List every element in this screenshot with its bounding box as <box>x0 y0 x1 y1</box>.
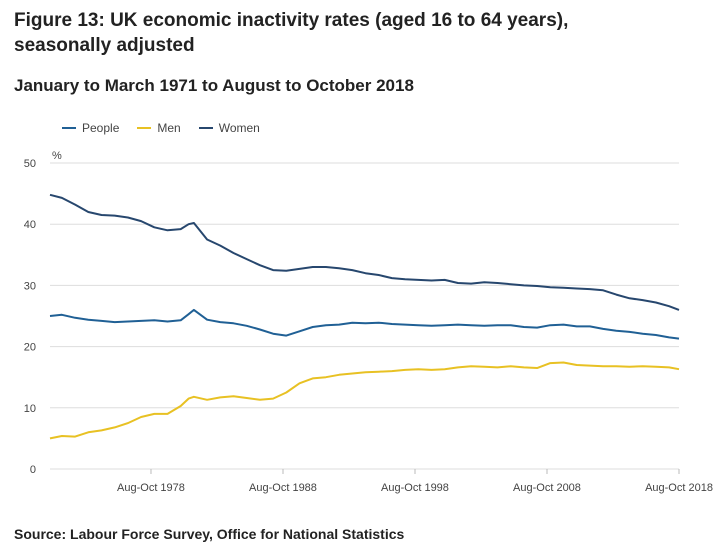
x-tick-label: Aug-Oct 1998 <box>381 482 449 494</box>
series-line-people[interactable] <box>49 308 680 340</box>
legend-label-people: People <box>82 121 120 135</box>
chart-subtitle: January to March 1971 to August to Octob… <box>14 76 414 95</box>
legend-item-women[interactable]: Women <box>198 121 260 135</box>
y-axis-unit-label: % <box>52 150 62 162</box>
series-lines <box>49 193 680 440</box>
chart-title: Figure 13: UK economic inactivity rates … <box>14 10 569 56</box>
x-tick-label: Aug-Oct 1978 <box>117 482 185 494</box>
y-tick-label: 30 <box>24 280 36 292</box>
gridlines <box>50 162 679 470</box>
legend-item-men[interactable]: Men <box>137 121 181 135</box>
y-tick-label: 40 <box>24 219 36 231</box>
source-note: Source: Labour Force Survey, Office for … <box>14 526 405 542</box>
series-line-men[interactable] <box>49 361 680 440</box>
legend-swatch-men <box>137 127 152 129</box>
legend-label-women: Women <box>218 121 260 135</box>
y-tick-label: 10 <box>24 403 36 415</box>
x-tick-label: Aug-Oct 2008 <box>513 482 581 494</box>
y-tick-label: 50 <box>24 158 36 170</box>
y-axis: 0 10 20 30 40 50 <box>24 158 36 476</box>
legend-swatch-women <box>198 127 213 129</box>
x-tick-label: Aug-Oct 2018 <box>645 482 713 494</box>
x-axis: Aug-Oct 1978 Aug-Oct 1988 Aug-Oct 1998 Aug-… <box>117 469 713 494</box>
legend: People Men Women <box>62 121 260 135</box>
x-tick-label: Aug-Oct 1988 <box>249 482 317 494</box>
y-tick-label: 20 <box>24 342 36 354</box>
legend-swatch-people <box>62 127 76 129</box>
y-tick-label: 0 <box>30 464 36 476</box>
legend-label-men: Men <box>157 121 181 135</box>
series-line-women[interactable] <box>49 193 680 311</box>
legend-item-people[interactable]: People <box>62 121 119 135</box>
